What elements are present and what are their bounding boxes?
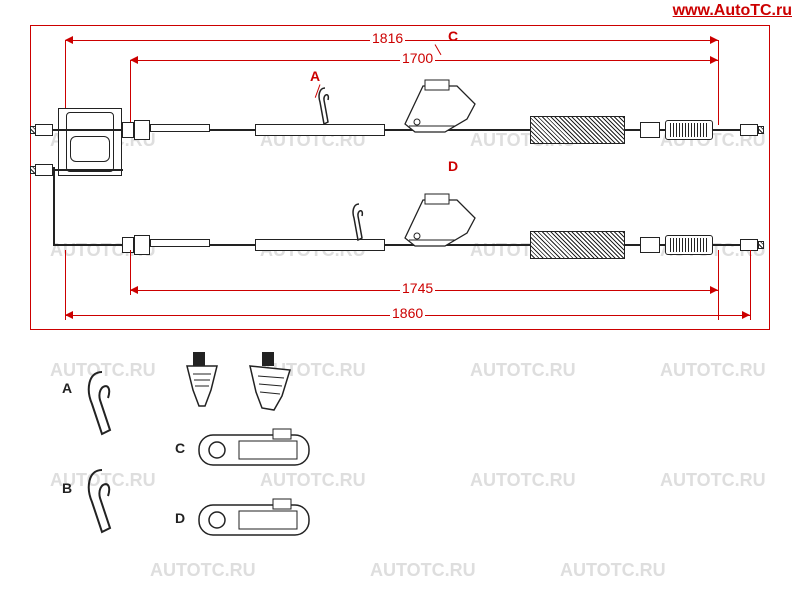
drawing-canvas: AUTOTC.RU AUTOTC.RU AUTOTC.RU AUTOTC.RU AUTO… — [0, 0, 800, 600]
detail-hook-b — [82, 466, 122, 536]
dim-arrow — [65, 36, 73, 44]
cable2-line-to-junction — [53, 167, 55, 245]
hook-a-cable1 — [316, 86, 334, 126]
label-a-top: A — [310, 68, 320, 84]
ext-line — [130, 250, 131, 295]
dim-arrow — [710, 286, 718, 294]
dim-value-1860: 1860 — [390, 305, 425, 321]
cable2-from-junction — [53, 169, 123, 171]
ext-line — [130, 60, 131, 125]
detail-label-a: A — [62, 380, 72, 396]
cable2-sleeve1 — [150, 239, 210, 247]
cable2-end-right — [740, 239, 758, 251]
clip-bracket-c — [395, 74, 485, 134]
watermark-text: AUTOTC.RU — [370, 560, 476, 581]
cable2-collar1b — [134, 235, 150, 255]
dim-value-1816: 1816 — [370, 30, 405, 46]
detail-clip-c — [195, 425, 315, 475]
cable2-end-left-cap — [30, 166, 36, 174]
dim-arrow — [130, 56, 138, 64]
cable2-joint-teeth — [670, 238, 708, 252]
cable1-end-right-cap — [758, 126, 764, 134]
cable1-collar1b — [134, 120, 150, 140]
ext-line — [750, 250, 751, 320]
detail-label-b: B — [62, 480, 72, 496]
watermark-text: AUTOTC.RU — [660, 360, 766, 381]
watermark-text: AUTOTC.RU — [560, 560, 666, 581]
watermark-text: AUTOTC.RU — [470, 360, 576, 381]
cable2-collar2 — [640, 237, 660, 253]
dim-arrow — [742, 311, 750, 319]
cable2-end-left — [35, 164, 53, 176]
clip-bracket-d — [395, 188, 485, 248]
cable1-sleeve1 — [150, 124, 210, 132]
dim-value-1700: 1700 — [400, 50, 435, 66]
detail-fastener-2 — [240, 350, 300, 415]
detail-label-d: D — [175, 510, 185, 526]
ext-line — [718, 250, 719, 320]
detail-clip-d — [195, 495, 315, 545]
cable2-collar1 — [122, 237, 134, 253]
cable2-hatch-block — [530, 231, 625, 259]
dim-arrow — [65, 311, 73, 319]
ext-line — [65, 250, 66, 320]
cable1-end-left-cap — [30, 126, 36, 134]
cable1-joint-teeth — [670, 123, 708, 137]
cable2-end-right-cap — [758, 241, 764, 249]
dim-arrow — [710, 36, 718, 44]
detail-hook-a — [82, 368, 122, 438]
hook-cable2 — [350, 202, 368, 242]
watermark-text: AUTOTC.RU — [150, 560, 256, 581]
dim-arrow — [130, 286, 138, 294]
detail-fastener-1 — [175, 350, 230, 410]
cable1-end-left — [35, 124, 53, 136]
watermark-text: AUTOTC.RU — [660, 470, 766, 491]
cable1-collar1 — [122, 122, 134, 138]
cable1-hatch-block — [530, 116, 625, 144]
cable1-end-right — [740, 124, 758, 136]
dim-arrow — [710, 56, 718, 64]
dim-value-1745: 1745 — [400, 280, 435, 296]
cable1-collar2 — [640, 122, 660, 138]
source-url: www.AutoTC.ru — [673, 2, 792, 20]
detail-label-c: C — [175, 440, 185, 456]
label-d-mid: D — [448, 158, 458, 174]
ext-line — [718, 40, 719, 125]
watermark-text: AUTOTC.RU — [470, 470, 576, 491]
label-c-top: C — [448, 28, 458, 44]
junction-frame — [66, 112, 114, 172]
